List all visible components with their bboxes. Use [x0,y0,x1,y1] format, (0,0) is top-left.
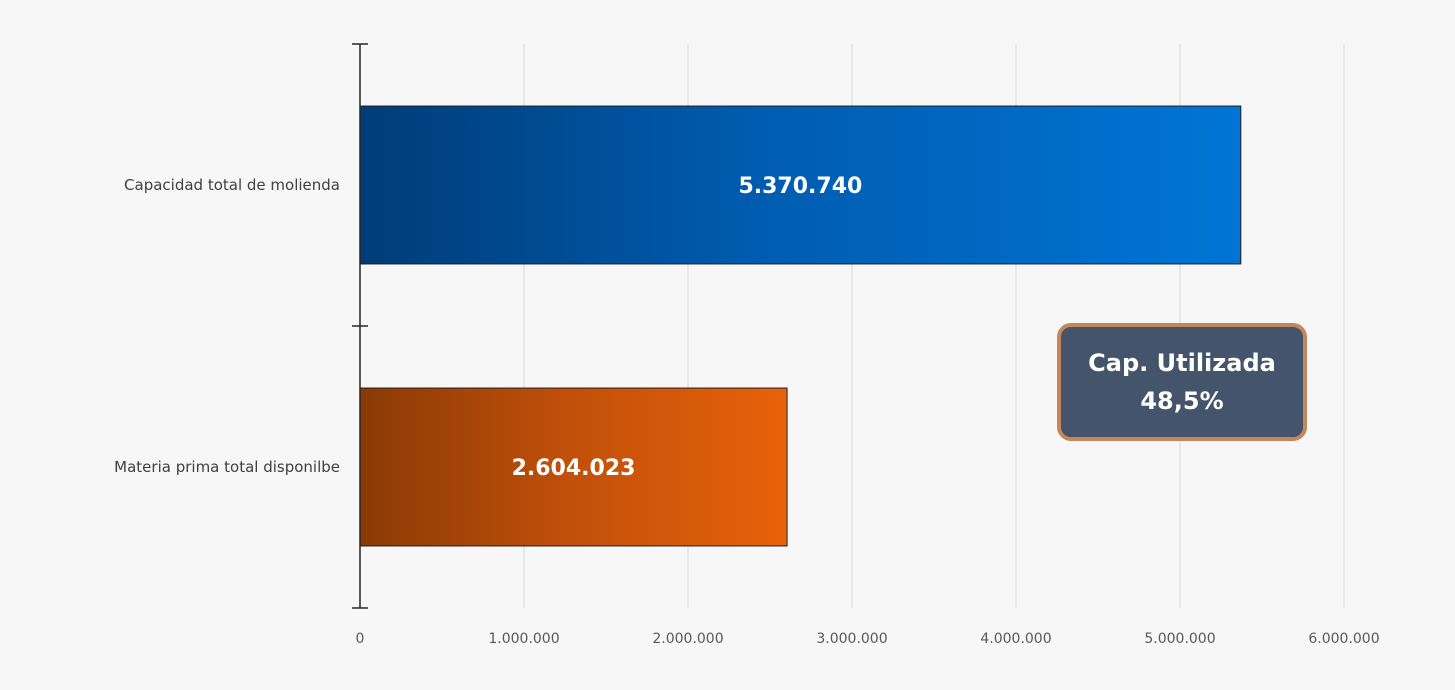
labels: 5.370.740 Capacidad total de molienda 2.60… [114,174,1379,647]
x-tick-label-1: 1.000.000 [488,631,559,647]
utilization-callout: Cap. Utilizada 48,5% [1057,323,1307,441]
x-tick-label-6: 6.000.000 [1308,631,1379,647]
x-tick-label-0: 0 [356,631,365,647]
data-label-1: 2.604.023 [512,456,636,481]
data-label-0: 5.370.740 [738,174,862,199]
category-axis [352,43,368,609]
category-label-1: Materia prima total disponilbe [114,458,340,476]
x-tick-label-2: 2.000.000 [652,631,723,647]
callout-title: Cap. Utilizada [1088,349,1276,377]
category-label-0: Capacidad total de molienda [124,176,340,194]
bar-1 [359,387,788,547]
bars [359,105,1242,547]
x-tick-label-3: 3.000.000 [816,631,887,647]
x-tick-label-4: 4.000.000 [980,631,1051,647]
bar-0 [359,105,1242,265]
callout-value: 48,5% [1140,387,1224,415]
x-tick-label-5: 5.000.000 [1144,631,1215,647]
